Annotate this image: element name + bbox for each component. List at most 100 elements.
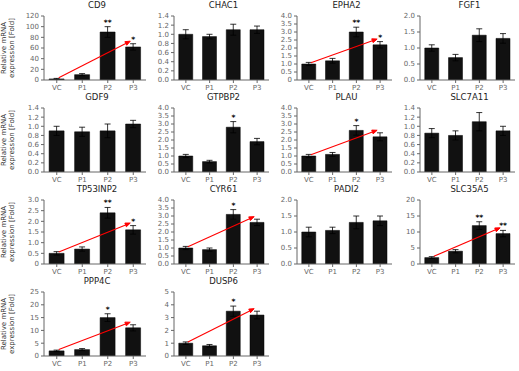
svg-text:P3: P3 (499, 268, 508, 276)
svg-text:0: 0 (35, 260, 39, 268)
svg-text:0.5: 0.5 (158, 160, 169, 168)
svg-text:0.5: 0.5 (281, 160, 292, 168)
svg-text:P3: P3 (253, 84, 262, 92)
svg-text:P2: P2 (475, 84, 484, 92)
svg-text:P1: P1 (328, 268, 337, 276)
svg-text:**: ** (499, 221, 507, 230)
svg-text:4: 4 (165, 301, 170, 309)
svg-text:0.4: 0.4 (158, 58, 170, 66)
svg-text:P2: P2 (103, 176, 112, 184)
svg-text:**: ** (104, 18, 112, 27)
svg-text:2.0: 2.0 (158, 136, 169, 144)
svg-text:1.0: 1.0 (158, 244, 169, 252)
svg-text:1.0: 1.0 (28, 239, 39, 247)
svg-text:2.5: 2.5 (28, 207, 39, 215)
svg-text:VC: VC (52, 268, 62, 276)
svg-text:3.5: 3.5 (158, 112, 169, 120)
svg-text:15: 15 (30, 314, 39, 322)
svg-text:P2: P2 (103, 360, 112, 368)
svg-text:4.0: 4.0 (281, 12, 292, 20)
svg-text:20: 20 (406, 196, 415, 204)
svg-text:P3: P3 (376, 268, 385, 276)
svg-text:P1: P1 (78, 84, 87, 92)
svg-text:15: 15 (406, 212, 415, 220)
svg-text:**: ** (475, 213, 483, 222)
svg-text:60: 60 (30, 44, 39, 52)
svg-text:3.0: 3.0 (281, 28, 292, 36)
svg-text:P1: P1 (328, 84, 337, 92)
svg-text:VC: VC (427, 268, 437, 276)
svg-text:**: ** (104, 198, 112, 207)
svg-text:VC: VC (304, 268, 314, 276)
svg-text:10: 10 (30, 327, 39, 335)
svg-text:Relative mRNAexpression [Fold]: Relative mRNAexpression [Fold] (8, 110, 16, 170)
svg-text:2.5: 2.5 (281, 128, 292, 136)
svg-text:3.5: 3.5 (158, 204, 169, 212)
svg-text:P1: P1 (205, 176, 214, 184)
svg-text:VC: VC (427, 84, 437, 92)
svg-text:0.0: 0.0 (28, 168, 39, 176)
svg-text:1.4: 1.4 (158, 12, 170, 20)
svg-text:100: 100 (26, 23, 39, 31)
svg-text:0: 0 (165, 352, 169, 360)
svg-text:0: 0 (411, 260, 415, 268)
svg-text:*: * (131, 217, 135, 226)
svg-text:1.5: 1.5 (281, 144, 292, 152)
svg-text:3.0: 3.0 (281, 120, 292, 128)
svg-text:0.5: 0.5 (404, 60, 415, 68)
svg-text:VC: VC (427, 176, 437, 184)
svg-text:0.2: 0.2 (28, 159, 39, 167)
svg-text:1.0: 1.0 (158, 152, 169, 160)
svg-text:Relative mRNAexpression [Fold]: Relative mRNAexpression [Fold] (8, 18, 16, 78)
svg-text:5: 5 (165, 288, 169, 296)
svg-text:P3: P3 (376, 84, 385, 92)
svg-text:1.0: 1.0 (158, 31, 169, 39)
svg-text:1.5: 1.5 (158, 144, 169, 152)
svg-text:3.0: 3.0 (28, 196, 39, 204)
svg-text:2: 2 (165, 327, 169, 335)
svg-text:P1: P1 (205, 84, 214, 92)
svg-text:1.2: 1.2 (404, 114, 415, 122)
svg-text:VC: VC (181, 268, 191, 276)
svg-text:0.5: 0.5 (158, 252, 169, 260)
svg-text:1.0: 1.0 (281, 228, 292, 236)
svg-text:P2: P2 (475, 268, 484, 276)
svg-text:P1: P1 (78, 268, 87, 276)
svg-text:1.5: 1.5 (158, 236, 169, 244)
svg-text:0.4: 0.4 (404, 150, 416, 158)
svg-text:0.0: 0.0 (158, 260, 169, 268)
svg-text:0.0: 0.0 (158, 76, 169, 84)
svg-text:0: 0 (35, 352, 39, 360)
svg-text:P3: P3 (253, 176, 262, 184)
svg-text:0.6: 0.6 (158, 49, 170, 57)
svg-text:0.6: 0.6 (28, 141, 40, 149)
svg-text:**: ** (352, 18, 360, 27)
svg-text:3.5: 3.5 (281, 112, 292, 120)
svg-text:*: * (231, 297, 235, 306)
svg-text:*: * (231, 113, 235, 122)
svg-text:1.0: 1.0 (281, 152, 292, 160)
svg-text:0.0: 0.0 (404, 168, 415, 176)
svg-text:2.0: 2.0 (158, 228, 169, 236)
svg-text:P1: P1 (451, 84, 460, 92)
svg-text:5: 5 (35, 340, 39, 348)
svg-text:2.0: 2.0 (28, 218, 39, 226)
svg-text:P3: P3 (376, 176, 385, 184)
svg-text:P3: P3 (253, 268, 262, 276)
svg-text:P2: P2 (229, 176, 238, 184)
svg-text:0.5: 0.5 (28, 250, 39, 258)
svg-text:P2: P2 (229, 84, 238, 92)
svg-text:1: 1 (165, 340, 169, 348)
svg-text:Relative mRNAexpression [Fold]: Relative mRNAexpression [Fold] (8, 294, 16, 354)
svg-text:0.8: 0.8 (28, 132, 39, 140)
svg-text:1.0: 1.0 (404, 44, 415, 52)
svg-text:0.0: 0.0 (404, 76, 415, 84)
svg-text:0.0: 0.0 (281, 260, 292, 268)
svg-text:P1: P1 (205, 268, 214, 276)
svg-text:0.0: 0.0 (281, 168, 292, 176)
svg-text:P1: P1 (451, 176, 460, 184)
svg-text:2.5: 2.5 (281, 36, 292, 44)
svg-text:2.5: 2.5 (158, 128, 169, 136)
svg-text:P3: P3 (499, 176, 508, 184)
svg-text:4.0: 4.0 (158, 196, 169, 204)
